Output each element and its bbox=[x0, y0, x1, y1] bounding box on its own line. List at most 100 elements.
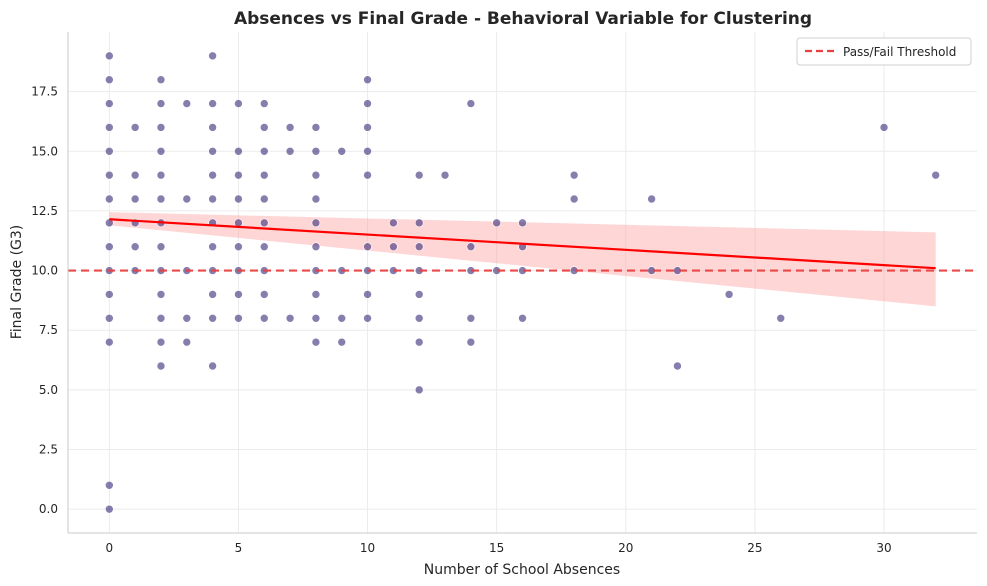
scatter-point bbox=[259, 123, 269, 132]
scatter-point bbox=[673, 361, 682, 371]
y-tick-label: 12.5 bbox=[31, 204, 58, 218]
scatter-point bbox=[518, 313, 527, 323]
scatter-point bbox=[259, 99, 269, 108]
scatter-point bbox=[105, 123, 114, 132]
scatter-point bbox=[259, 290, 269, 299]
scatter-point bbox=[156, 75, 166, 85]
x-tick-label: 0 bbox=[105, 541, 113, 555]
scatter-point bbox=[130, 123, 140, 132]
y-tick-label: 0.0 bbox=[39, 502, 58, 516]
scatter-point bbox=[234, 170, 243, 180]
scatter-point bbox=[724, 290, 734, 299]
scatter-point bbox=[414, 218, 424, 228]
scatter-point bbox=[208, 290, 217, 299]
scatter-point bbox=[311, 218, 321, 228]
scatter-point bbox=[130, 242, 140, 252]
scatter-point bbox=[363, 242, 372, 252]
grid-layer bbox=[68, 32, 977, 533]
axis-layer: 0 5 10 15 20 25 30 0.0 2.5 5.0 7.5 10.0 12.5 15.0 17.5 bbox=[31, 32, 977, 555]
scatter-point bbox=[105, 218, 114, 228]
scatter-point bbox=[259, 313, 269, 323]
scatter-point bbox=[259, 194, 269, 204]
scatter-point bbox=[156, 146, 166, 156]
scatter-point bbox=[105, 51, 114, 61]
x-tick-label: 20 bbox=[618, 541, 633, 555]
scatter-point bbox=[414, 337, 424, 347]
scatter-point bbox=[259, 242, 269, 252]
scatter-point bbox=[156, 194, 166, 204]
scatter-point bbox=[259, 146, 269, 156]
scatter-point bbox=[466, 337, 476, 347]
y-tick-label: 2.5 bbox=[39, 443, 58, 457]
scatter-point bbox=[234, 242, 243, 252]
regression-line bbox=[109, 218, 936, 270]
line-layer bbox=[68, 218, 977, 272]
scatter-point bbox=[363, 146, 372, 156]
scatter-point bbox=[414, 313, 424, 323]
scatter-point bbox=[105, 337, 114, 347]
scatter-point bbox=[879, 123, 889, 132]
scatter-point bbox=[363, 75, 372, 85]
legend-threshold-label: Pass/Fail Threshold bbox=[843, 45, 956, 59]
scatter-point bbox=[234, 194, 243, 204]
scatter-point bbox=[311, 123, 321, 132]
scatter-point bbox=[337, 313, 347, 323]
y-tick-label: 10.0 bbox=[31, 264, 58, 278]
scatter-point bbox=[208, 313, 217, 323]
scatter-point bbox=[208, 170, 217, 180]
x-tick-label: 15 bbox=[489, 541, 504, 555]
scatter-point bbox=[156, 170, 166, 180]
scatter-point bbox=[647, 194, 656, 204]
scatter-point bbox=[105, 170, 114, 180]
x-tick-label: 5 bbox=[235, 541, 243, 555]
scatter-point bbox=[259, 218, 269, 228]
scatter-point bbox=[156, 337, 166, 347]
scatter-point bbox=[234, 290, 243, 299]
scatter-point bbox=[156, 361, 166, 371]
scatter-point bbox=[156, 313, 166, 323]
x-tick-label: 30 bbox=[876, 541, 891, 555]
scatter-point bbox=[389, 218, 398, 228]
scatter-point bbox=[208, 99, 217, 108]
scatter-point bbox=[311, 242, 321, 252]
scatter-point bbox=[259, 170, 269, 180]
scatter-point bbox=[466, 242, 476, 252]
scatter-point bbox=[130, 194, 140, 204]
scatter-point bbox=[363, 123, 372, 132]
scatter-point bbox=[337, 337, 347, 347]
scatter-point bbox=[182, 194, 192, 204]
scatter-point bbox=[105, 290, 114, 299]
x-tick-label: 25 bbox=[747, 541, 762, 555]
scatter-point bbox=[466, 313, 476, 323]
scatter-point bbox=[311, 146, 321, 156]
scatter-point bbox=[105, 313, 114, 323]
scatter-point bbox=[776, 313, 786, 323]
scatter-point bbox=[182, 99, 192, 108]
scatter-point bbox=[569, 170, 579, 180]
scatter-point bbox=[208, 194, 217, 204]
scatter-point bbox=[105, 146, 114, 156]
scatter-point bbox=[311, 194, 321, 204]
scatter-point bbox=[130, 170, 140, 180]
scatter-point bbox=[285, 146, 295, 156]
scatter-point bbox=[156, 99, 166, 108]
scatter-point bbox=[208, 242, 217, 252]
scatter-point bbox=[337, 146, 347, 156]
x-tick-label: 10 bbox=[360, 541, 375, 555]
x-axis-label: Number of School Absences bbox=[424, 562, 620, 578]
scatter-point bbox=[569, 194, 579, 204]
scatter-point bbox=[285, 313, 295, 323]
y-tick-label: 5.0 bbox=[39, 383, 58, 397]
scatter-point bbox=[285, 123, 295, 132]
scatter-point bbox=[182, 337, 192, 347]
scatter-point bbox=[414, 385, 424, 395]
scatter-point bbox=[105, 99, 114, 108]
scatter-point bbox=[208, 123, 217, 132]
scatter-point bbox=[414, 242, 424, 252]
scatter-point bbox=[414, 170, 424, 180]
scatter-point bbox=[518, 218, 527, 228]
scatter-point bbox=[105, 75, 114, 85]
scatter-point bbox=[156, 242, 166, 252]
